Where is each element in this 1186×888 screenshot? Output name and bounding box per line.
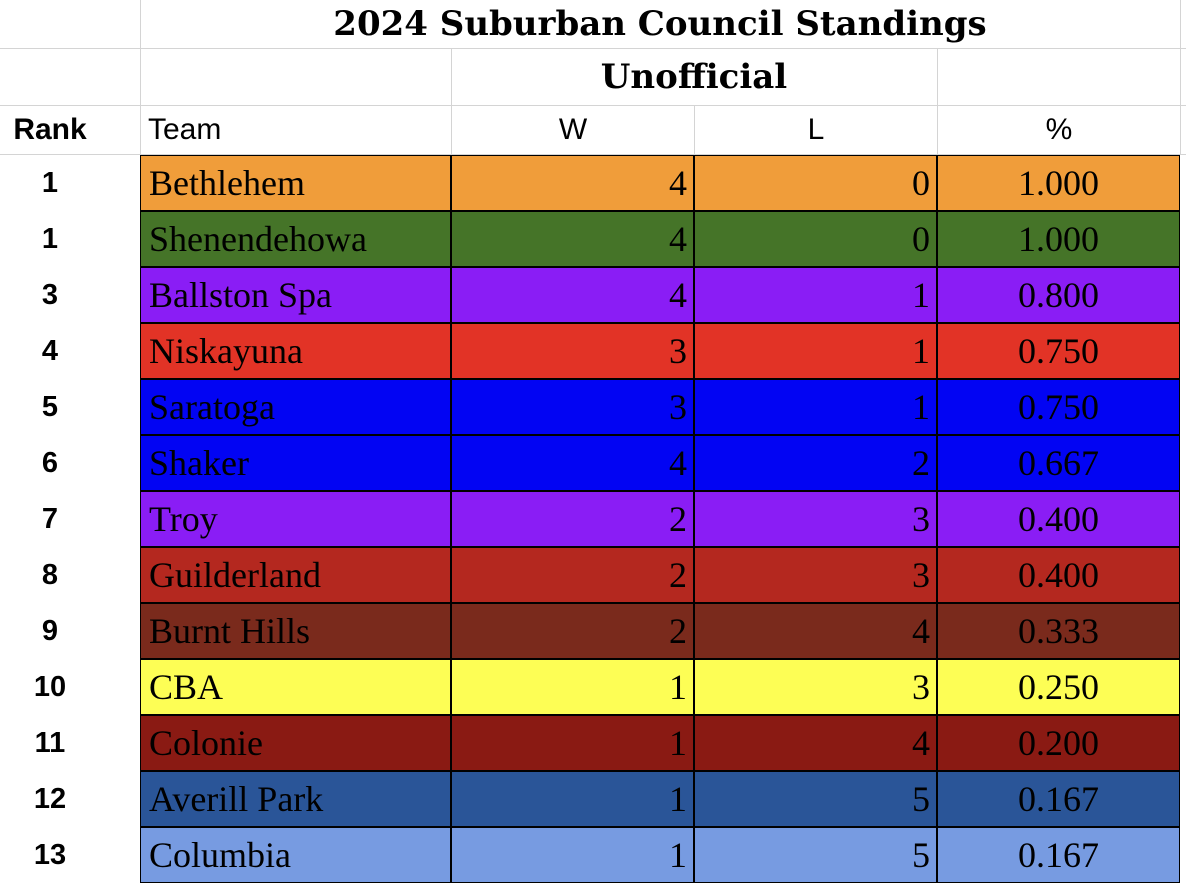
- wins-cell: 4: [451, 267, 694, 323]
- header-gridline: [0, 48, 1186, 49]
- percent-cell: 0.250: [937, 659, 1180, 715]
- wins-cell: 2: [451, 547, 694, 603]
- percent-cell: 0.400: [937, 547, 1180, 603]
- rank-cell: 7: [41, 502, 59, 535]
- losses-cell: 2: [694, 435, 937, 491]
- losses-cell: 4: [694, 715, 937, 771]
- losses-cell: 1: [694, 323, 937, 379]
- rank-cell: 1: [41, 222, 59, 255]
- losses-cell: 1: [694, 267, 937, 323]
- wins-cell: 4: [451, 435, 694, 491]
- percent-cell: 0.167: [937, 771, 1180, 827]
- header-gridline: [0, 154, 1186, 155]
- losses-cell: 3: [694, 491, 937, 547]
- team-cell: Saratoga: [140, 379, 451, 435]
- losses-cell: 4: [694, 603, 937, 659]
- team-cell: Ballston Spa: [140, 267, 451, 323]
- losses-cell: 1: [694, 379, 937, 435]
- wins-cell: 4: [451, 211, 694, 267]
- rank-cell: 3: [41, 278, 59, 311]
- header-team: Team: [148, 113, 222, 146]
- wins-cell: 1: [451, 771, 694, 827]
- rank-cell: 12: [33, 782, 67, 815]
- rank-cell: 5: [41, 390, 59, 423]
- rank-cell: 11: [34, 726, 66, 759]
- header-gridline: [937, 48, 938, 155]
- wins-cell: 4: [451, 155, 694, 211]
- team-cell: Troy: [140, 491, 451, 547]
- percent-cell: 0.200: [937, 715, 1180, 771]
- percent-cell: 0.750: [937, 379, 1180, 435]
- sheet-title: 2024 Suburban Council Standings: [333, 4, 987, 44]
- team-cell: Burnt Hills: [140, 603, 451, 659]
- rank-cell: 10: [33, 670, 67, 703]
- rank-cell: 13: [33, 838, 67, 871]
- sheet-subtitle: Unofficial: [600, 57, 788, 97]
- team-cell: Guilderland: [140, 547, 451, 603]
- rank-cell: 1: [41, 166, 59, 199]
- wins-cell: 1: [451, 715, 694, 771]
- team-cell: Shenendehowa: [140, 211, 451, 267]
- wins-cell: 2: [451, 603, 694, 659]
- team-cell: Shaker: [140, 435, 451, 491]
- percent-cell: 0.400: [937, 491, 1180, 547]
- percent-cell: 0.750: [937, 323, 1180, 379]
- wins-cell: 1: [451, 827, 694, 883]
- header-gridline: [140, 0, 141, 155]
- rank-cell: 8: [41, 558, 59, 591]
- wins-cell: 3: [451, 379, 694, 435]
- team-cell: CBA: [140, 659, 451, 715]
- header-gridline: [694, 105, 695, 155]
- header-wins: W: [558, 113, 588, 146]
- team-cell: Averill Park: [140, 771, 451, 827]
- header-rank: Rank: [13, 113, 87, 146]
- wins-cell: 1: [451, 659, 694, 715]
- header-percent: %: [1045, 113, 1073, 146]
- percent-cell: 0.800: [937, 267, 1180, 323]
- wins-cell: 2: [451, 491, 694, 547]
- team-cell: Niskayuna: [140, 323, 451, 379]
- losses-cell: 5: [694, 771, 937, 827]
- losses-cell: 3: [694, 659, 937, 715]
- losses-cell: 0: [694, 155, 937, 211]
- losses-cell: 3: [694, 547, 937, 603]
- percent-cell: 1.000: [937, 211, 1180, 267]
- percent-cell: 0.333: [937, 603, 1180, 659]
- percent-cell: 1.000: [937, 155, 1180, 211]
- header-losses: L: [807, 113, 825, 146]
- wins-cell: 3: [451, 323, 694, 379]
- losses-cell: 0: [694, 211, 937, 267]
- header-gridline: [451, 48, 452, 155]
- header-gridline: [0, 105, 1186, 106]
- team-cell: Columbia: [140, 827, 451, 883]
- losses-cell: 5: [694, 827, 937, 883]
- percent-cell: 0.167: [937, 827, 1180, 883]
- rank-cell: 9: [41, 614, 59, 647]
- rank-cell: 4: [41, 334, 59, 367]
- rank-cell: 6: [41, 446, 59, 479]
- header-gridline: [1180, 0, 1181, 155]
- team-cell: Colonie: [140, 715, 451, 771]
- percent-cell: 0.667: [937, 435, 1180, 491]
- team-cell: Bethlehem: [140, 155, 451, 211]
